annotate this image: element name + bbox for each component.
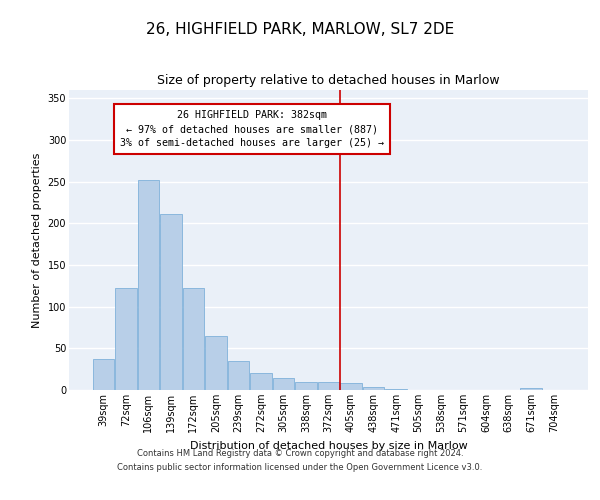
Bar xyxy=(520,388,542,390)
Text: 26 HIGHFIELD PARK: 382sqm
← 97% of detached houses are smaller (887)
3% of semi-: 26 HIGHFIELD PARK: 382sqm ← 97% of detac… xyxy=(120,110,384,148)
Text: 26, HIGHFIELD PARK, MARLOW, SL7 2DE: 26, HIGHFIELD PARK, MARLOW, SL7 2DE xyxy=(146,22,454,38)
Y-axis label: Number of detached properties: Number of detached properties xyxy=(32,152,42,328)
Bar xyxy=(295,382,317,390)
Bar xyxy=(363,386,384,390)
Bar xyxy=(182,288,204,390)
Bar xyxy=(115,288,137,390)
Bar xyxy=(250,374,272,390)
Bar xyxy=(318,382,339,390)
Text: Contains HM Land Registry data © Crown copyright and database right 2024.: Contains HM Land Registry data © Crown c… xyxy=(137,448,463,458)
Bar xyxy=(340,382,362,390)
Bar xyxy=(160,214,182,390)
Bar xyxy=(137,180,159,390)
Title: Size of property relative to detached houses in Marlow: Size of property relative to detached ho… xyxy=(157,74,500,88)
Bar xyxy=(228,361,249,390)
X-axis label: Distribution of detached houses by size in Marlow: Distribution of detached houses by size … xyxy=(190,440,467,450)
Bar xyxy=(205,336,227,390)
Bar xyxy=(92,359,114,390)
Bar xyxy=(385,389,407,390)
Text: Contains public sector information licensed under the Open Government Licence v3: Contains public sector information licen… xyxy=(118,464,482,472)
Bar xyxy=(273,378,294,390)
